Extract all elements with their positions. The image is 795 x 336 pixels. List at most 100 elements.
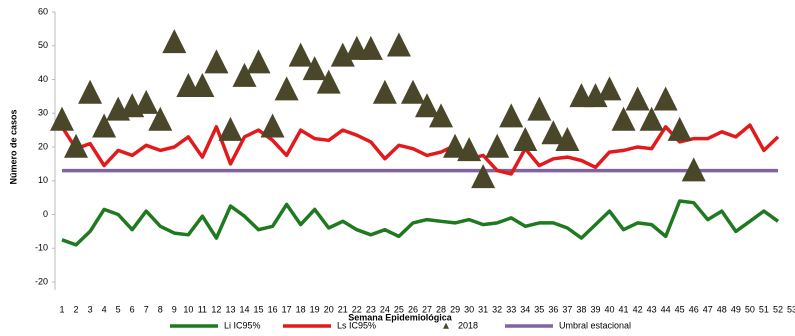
y-tick-label: 0 [43, 209, 48, 219]
x-tick-label: 22 [352, 304, 362, 314]
x-tick-label: 33 [506, 304, 516, 314]
marker-triangle [471, 164, 496, 189]
y-tick-label: 40 [38, 74, 48, 84]
x-tick-label: 34 [520, 304, 530, 314]
marker-triangle [218, 116, 243, 141]
x-tick-label: 1 [59, 304, 64, 314]
x-tick-label: 25 [394, 304, 404, 314]
marker-triangle [162, 29, 187, 54]
x-tick-label: 27 [422, 304, 432, 314]
marker-triangle [541, 120, 566, 145]
marker-triangle [513, 127, 538, 152]
marker-triangle [597, 76, 622, 101]
marker-triangle [190, 73, 215, 98]
x-tick-label: 39 [590, 304, 600, 314]
x-tick-label: 3 [88, 304, 93, 314]
marker-triangle [330, 42, 355, 67]
x-tick-label: 26 [408, 304, 418, 314]
y-tick-label: -10 [35, 243, 48, 253]
y-tick-label: 10 [38, 175, 48, 185]
marker-triangle [400, 79, 425, 104]
x-axis-title: Semana Epidemiológica [348, 312, 453, 322]
marker-triangle [274, 76, 299, 101]
marker-triangle [50, 106, 74, 131]
marker-triangle [232, 62, 257, 87]
legend-label: 2018 [458, 320, 478, 330]
marker-triangle [667, 116, 692, 141]
y-tick-label: 20 [38, 141, 48, 151]
x-tick-label: 24 [380, 304, 390, 314]
marker-triangle [372, 79, 397, 104]
marker-triangle [681, 157, 706, 182]
y-tick-label: 60 [38, 6, 48, 16]
x-tick-label: 50 [745, 304, 755, 314]
x-tick-label: 17 [282, 304, 292, 314]
x-tick-label: 42 [633, 304, 643, 314]
marker-triangle [583, 83, 608, 108]
marker-triangle [611, 106, 636, 131]
marker-triangle [625, 86, 650, 111]
x-tick-label: 6 [130, 304, 135, 314]
x-tick-label: 20 [324, 304, 334, 314]
x-tick-label: 16 [268, 304, 278, 314]
marker-triangle [316, 69, 341, 94]
marker-triangle [555, 127, 580, 152]
marker-triangle [64, 133, 89, 158]
x-tick-label: 52 [773, 304, 783, 314]
x-tick-label: 32 [492, 304, 502, 314]
marker-triangle [204, 49, 229, 74]
marker-triangle [92, 113, 117, 138]
marker-triangle [653, 86, 678, 111]
marker-triangle [78, 79, 103, 104]
y-tick-label: -20 [35, 276, 48, 286]
x-tick-label: 31 [478, 304, 488, 314]
marker-triangle [499, 103, 524, 128]
x-tick-label: 51 [759, 304, 769, 314]
marker-triangle [415, 93, 439, 118]
y-axis-title: Número de casos [8, 109, 18, 184]
x-tick-label: 46 [689, 304, 699, 314]
legend-label: Ls IC95% [337, 320, 376, 330]
x-tick-label: 49 [731, 304, 741, 314]
x-tick-label: 47 [703, 304, 713, 314]
x-tick-label: 36 [548, 304, 558, 314]
x-tick-label: 30 [464, 304, 474, 314]
x-tick-label: 35 [534, 304, 544, 314]
x-tick-label: 45 [675, 304, 685, 314]
x-tick-label: 23 [366, 304, 376, 314]
marker-triangle [148, 106, 173, 131]
x-tick-label: 43 [647, 304, 657, 314]
x-tick-label: 14 [239, 304, 249, 314]
x-tick-label: 44 [661, 304, 671, 314]
x-tick-label: 2 [74, 304, 79, 314]
marker-triangle [457, 137, 482, 162]
x-tick-label: 11 [198, 304, 207, 314]
marker-triangle [485, 133, 510, 158]
marker-triangle [527, 96, 552, 121]
x-tick-label: 4 [102, 304, 107, 314]
legend-swatch [443, 322, 449, 329]
x-tick-label: 7 [144, 304, 149, 314]
x-tick-label: 8 [158, 304, 163, 314]
series-line [61, 199, 780, 247]
x-tick-label: 28 [436, 304, 446, 314]
x-tick-label: 9 [172, 304, 177, 314]
x-tick-label: 5 [116, 304, 121, 314]
marker-triangle [429, 103, 454, 128]
series-line [60, 123, 780, 176]
marker-triangle [260, 113, 285, 138]
x-tick-label: 15 [254, 304, 264, 314]
marker-triangle [302, 56, 327, 81]
x-tick-label: 48 [717, 304, 727, 314]
marker-triangle [443, 133, 468, 158]
x-tick-label: 29 [450, 304, 460, 314]
x-tick-label: 12 [211, 304, 221, 314]
marker-triangle [386, 32, 411, 57]
marker-triangle [134, 89, 159, 114]
x-tick-label: 18 [296, 304, 306, 314]
x-tick-label: 37 [562, 304, 572, 314]
marker-triangle [639, 106, 664, 131]
y-tick-label: 30 [38, 108, 48, 118]
